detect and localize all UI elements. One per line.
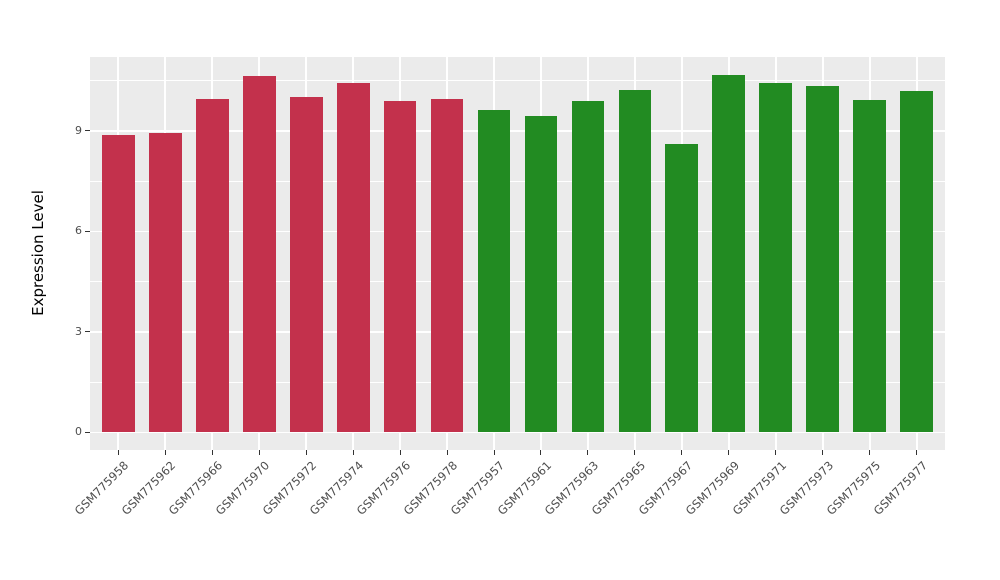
y-tick-label: 9 <box>75 123 82 137</box>
y-tick-label: 0 <box>75 425 82 439</box>
bar <box>806 86 840 433</box>
x-tick-mark <box>728 450 730 455</box>
bar <box>148 133 182 433</box>
gridline-major <box>90 130 945 132</box>
x-tick-mark <box>634 450 636 455</box>
x-tick-mark <box>869 450 871 455</box>
gridline-minor <box>90 281 945 283</box>
x-tick-mark <box>211 450 213 455</box>
bar <box>477 109 511 433</box>
gridline-major <box>90 230 945 233</box>
x-tick-mark <box>352 450 354 455</box>
gridline-major <box>90 431 945 433</box>
bar <box>242 75 276 433</box>
x-tick-mark <box>305 450 307 455</box>
x-tick-mark <box>493 450 495 455</box>
y-axis-title: Expression Level <box>29 190 47 316</box>
y-tick-mark <box>85 431 90 433</box>
bar <box>524 115 558 433</box>
plot-panel <box>90 57 945 450</box>
bar <box>665 144 699 433</box>
gridline-minor <box>90 180 945 182</box>
x-tick-mark <box>775 450 777 455</box>
x-tick-mark <box>258 450 260 455</box>
bar <box>336 83 370 433</box>
x-tick-mark <box>587 450 589 455</box>
bar <box>900 91 934 433</box>
bar <box>195 98 229 433</box>
bar <box>759 83 793 433</box>
y-tick-mark <box>85 331 90 333</box>
y-tick-label: 6 <box>75 224 82 238</box>
bar <box>712 74 746 433</box>
bar <box>430 98 464 433</box>
gridline-major <box>90 331 945 333</box>
bar <box>571 100 605 433</box>
x-tick-mark <box>164 450 166 455</box>
x-tick-mark <box>117 450 119 455</box>
bar <box>289 96 323 433</box>
bar <box>101 134 135 433</box>
gridline-minor <box>90 80 945 82</box>
x-tick-mark <box>681 450 683 455</box>
x-tick-mark <box>916 450 918 455</box>
bar <box>618 90 652 433</box>
x-tick-mark <box>399 450 401 455</box>
y-tick-mark <box>85 230 90 232</box>
y-tick-mark <box>85 130 90 132</box>
y-tick-label: 3 <box>75 324 82 338</box>
bar <box>853 99 887 433</box>
gridline-minor <box>90 381 945 383</box>
x-tick-mark <box>540 450 542 455</box>
x-tick-mark <box>446 450 448 455</box>
bar <box>383 100 417 433</box>
x-tick-mark <box>822 450 824 455</box>
